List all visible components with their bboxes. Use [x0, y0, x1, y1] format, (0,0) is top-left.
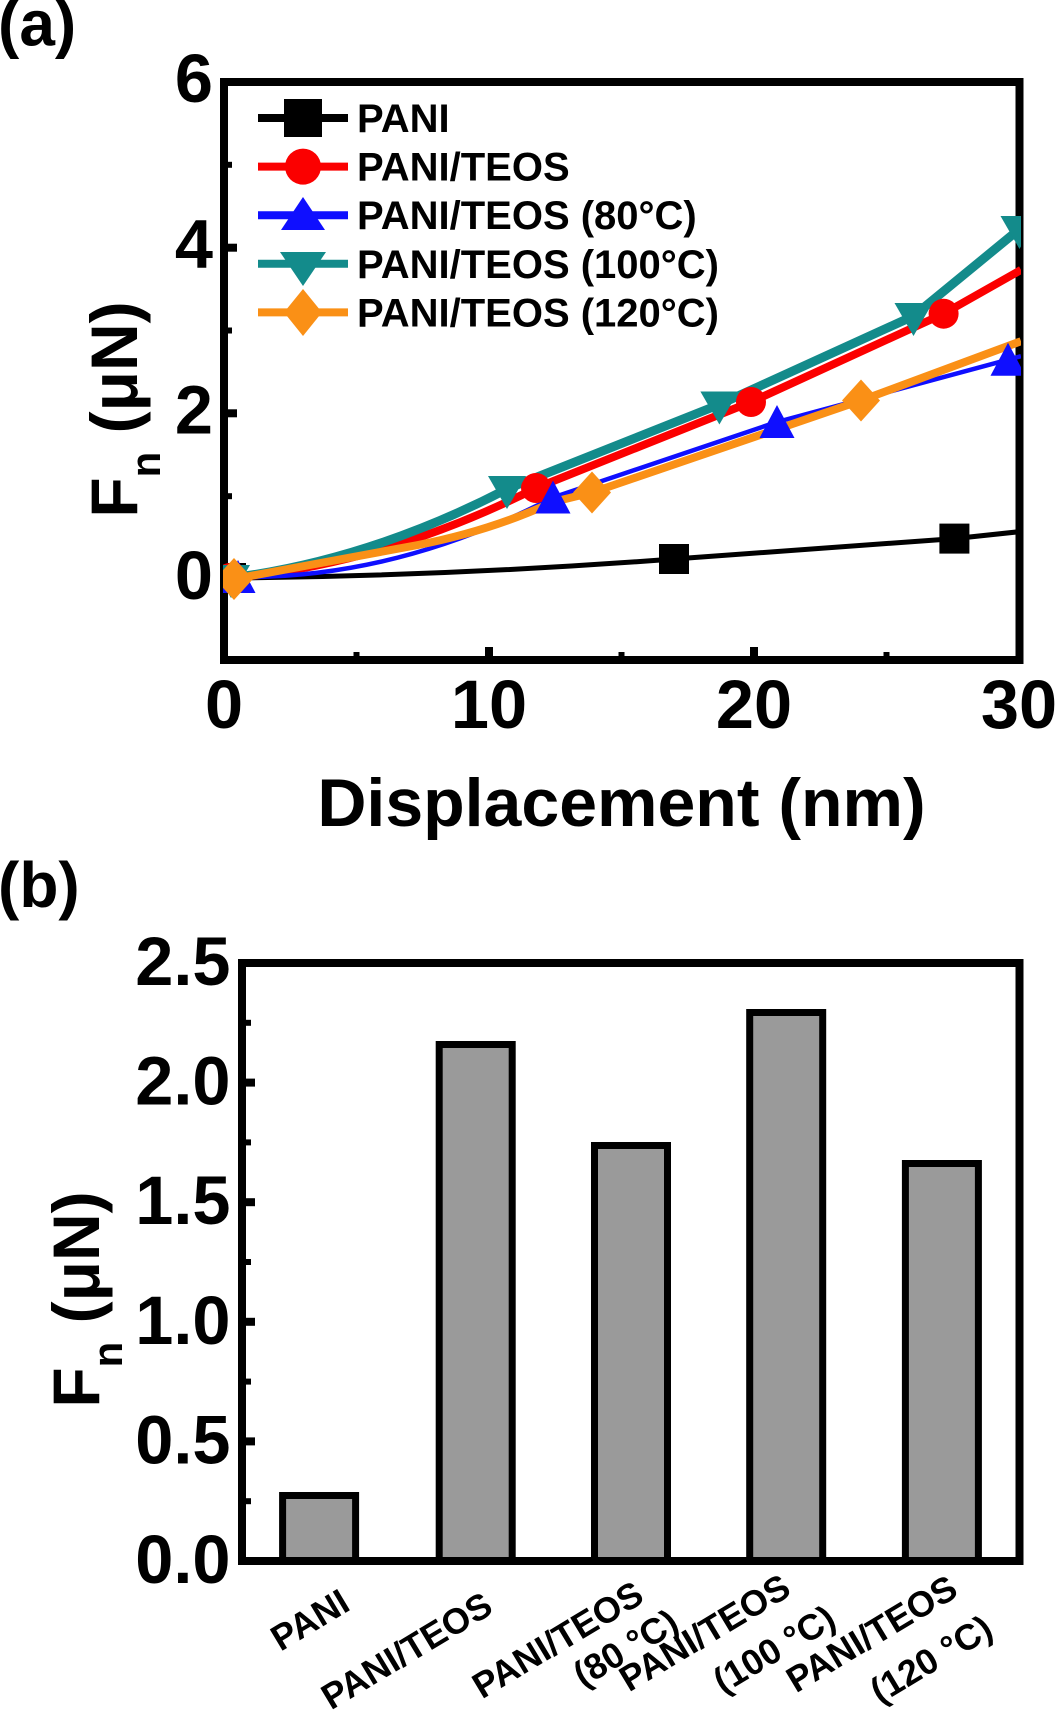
svg-text:1.0: 1.0: [135, 1282, 230, 1359]
svg-text:10: 10: [451, 666, 527, 743]
svg-text:0: 0: [205, 666, 243, 743]
svg-text:(a): (a): [0, 0, 76, 60]
svg-text:0: 0: [175, 537, 213, 614]
svg-text:Displacement (nm): Displacement (nm): [317, 765, 925, 841]
svg-text:1.5: 1.5: [135, 1162, 230, 1239]
svg-text:2.0: 2.0: [135, 1043, 230, 1120]
svg-text:6: 6: [175, 40, 213, 117]
svg-text:30: 30: [981, 666, 1055, 743]
svg-text:0.0: 0.0: [135, 1521, 230, 1598]
svg-text:PANI/TEOS (100°C): PANI/TEOS (100°C): [357, 243, 719, 287]
svg-text:2: 2: [175, 371, 213, 448]
svg-text:0.5: 0.5: [135, 1401, 230, 1478]
svg-text:PANI/TEOS (120°C): PANI/TEOS (120°C): [357, 291, 719, 335]
svg-text:4: 4: [175, 206, 213, 283]
svg-text:PANI: PANI: [357, 97, 450, 141]
svg-text:2.5: 2.5: [135, 923, 230, 1000]
svg-text:PANI/TEOS: PANI/TEOS: [357, 146, 570, 190]
svg-text:20: 20: [716, 666, 792, 743]
svg-text:(b): (b): [0, 849, 80, 921]
svg-text:PANI/TEOS (80°C): PANI/TEOS (80°C): [357, 194, 697, 238]
